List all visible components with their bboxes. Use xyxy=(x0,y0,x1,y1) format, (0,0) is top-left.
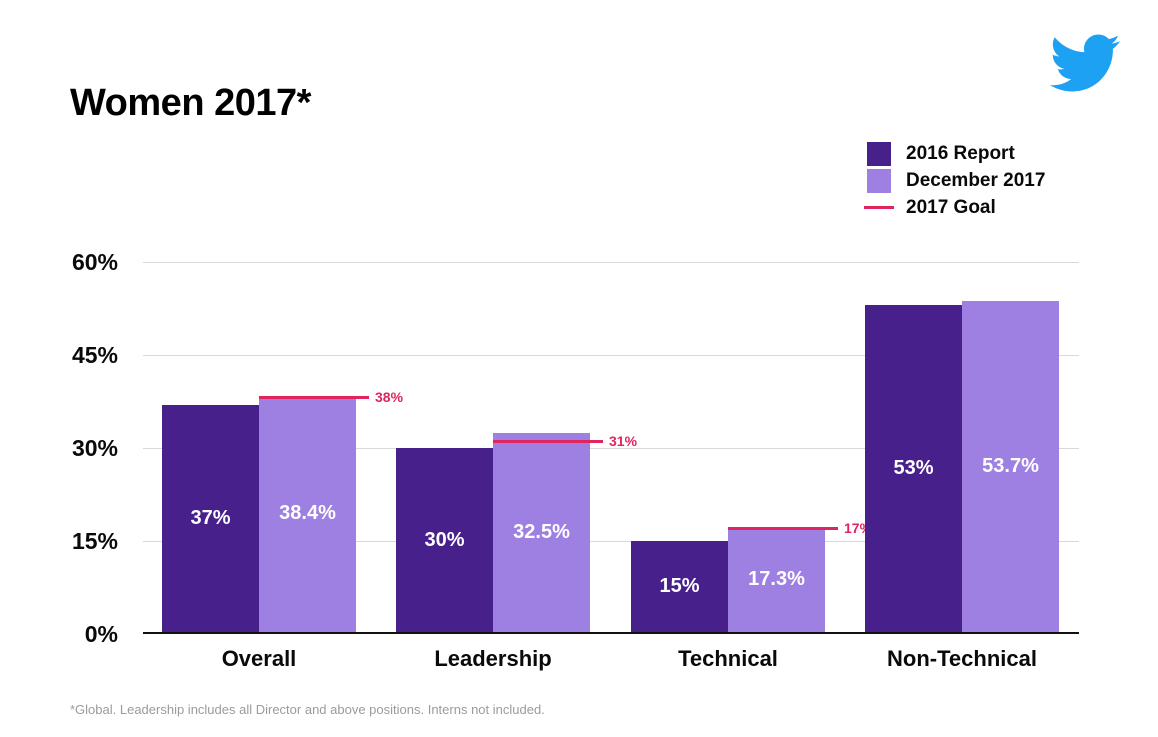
bar-december-2017-leadership: 32.5% xyxy=(493,432,590,632)
gridline xyxy=(143,262,1079,263)
legend-item-december-2017: December 2017 xyxy=(864,167,1045,194)
y-axis-tick-label: 0% xyxy=(84,621,118,647)
legend-label-2016-report: 2016 Report xyxy=(906,142,1015,164)
bar-value-label: 53.7% xyxy=(982,455,1039,478)
bar-value-label: 38.4% xyxy=(279,502,336,525)
bar-2016-report-non-technical: 53% xyxy=(865,305,962,632)
bar-value-label: 53% xyxy=(893,457,934,480)
legend-swatch-box xyxy=(864,168,894,193)
plot-area: 0% 15% 30% 45% 60% 37% 38.4% 38% Overall 30% 32.5%… xyxy=(72,249,1079,671)
bar-december-2017-technical: 17.3% xyxy=(728,526,825,632)
legend-swatch-box xyxy=(864,141,894,166)
y-axis-tick-label: 45% xyxy=(71,342,118,368)
chart-title: Women 2017* xyxy=(70,82,311,124)
y-axis-tick-label: 60% xyxy=(71,249,118,275)
bar-2016-report-overall: 37% xyxy=(162,404,259,632)
goal-line-overall xyxy=(259,396,369,400)
bar-2016-report-technical: 15% xyxy=(631,541,728,632)
legend-swatch-2017-goal xyxy=(864,206,894,209)
goal-line-leadership xyxy=(493,439,603,443)
legend-label-december-2017: December 2017 xyxy=(906,169,1046,191)
bar-value-label: 15% xyxy=(659,575,700,597)
legend-label-2017-goal: 2017 Goal xyxy=(906,196,996,218)
bar-december-2017-non-technical: 53.7% xyxy=(962,301,1059,632)
x-axis-line xyxy=(143,632,1079,634)
category-label-overall: Overall xyxy=(221,646,297,671)
category-label-technical: Technical xyxy=(678,646,778,671)
bar-december-2017-overall: 38.4% xyxy=(259,395,356,632)
goal-value-label-overall: 38% xyxy=(375,389,404,406)
goal-value-label-leadership: 31% xyxy=(609,432,638,449)
legend-swatch-december-2017 xyxy=(867,168,891,193)
goal-line-technical xyxy=(728,526,838,530)
y-axis-tick-label: 15% xyxy=(71,528,118,554)
bar-value-label: 37% xyxy=(190,506,231,529)
legend: 2016 Report December 2017 2017 Goal xyxy=(864,140,1045,221)
bar-value-label: 32.5% xyxy=(513,520,570,543)
gridline xyxy=(143,541,1079,542)
gridline xyxy=(143,448,1079,449)
legend-item-2017-goal: 2017 Goal xyxy=(864,194,1045,221)
footnote: *Global. Leadership includes all Directo… xyxy=(70,702,545,717)
bar-2016-report-leadership: 30% xyxy=(396,448,493,632)
bar-value-label: 30% xyxy=(424,528,465,551)
gridline xyxy=(143,355,1079,356)
legend-item-2016-report: 2016 Report xyxy=(864,140,1045,167)
twitter-logo-icon xyxy=(1050,28,1121,98)
category-label-leadership: Leadership xyxy=(434,646,552,671)
y-axis-tick-label: 30% xyxy=(71,435,118,461)
legend-swatch-box xyxy=(864,206,894,209)
legend-swatch-2016-report xyxy=(867,141,891,166)
bar-value-label: 17.3% xyxy=(748,567,805,590)
category-label-non-technical: Non-Technical xyxy=(887,646,1037,671)
